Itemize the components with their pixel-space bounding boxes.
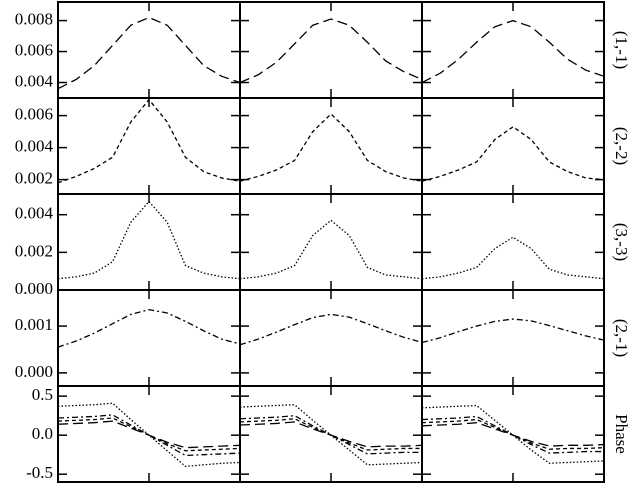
data-line	[421, 422, 605, 447]
data-line	[57, 420, 241, 449]
panel-frame	[239, 1, 423, 99]
row-label: (2,-2)	[612, 127, 631, 165]
panel-frame	[421, 97, 605, 195]
y-tick-label: -0.5	[26, 463, 53, 482]
row-label: (2,-1)	[612, 319, 631, 357]
y-tick-label: 0.000	[15, 279, 53, 298]
y-tick-label: 0.0	[32, 424, 53, 443]
y-tick-label: 0.008	[15, 9, 53, 28]
y-tick-label: 0.004	[15, 137, 54, 156]
panel-frame	[239, 385, 423, 483]
panel-frame	[239, 193, 423, 291]
data-line	[239, 313, 423, 346]
y-tick-label: 0.002	[15, 169, 53, 188]
data-line	[239, 113, 423, 182]
data-line	[57, 16, 241, 90]
data-line	[239, 421, 423, 448]
panel-frame	[239, 97, 423, 195]
data-line	[421, 415, 604, 454]
y-tick-label: 0.002	[15, 241, 53, 260]
data-line	[421, 236, 605, 280]
data-line	[57, 200, 241, 280]
y-tick-label: 0.5	[32, 385, 53, 404]
panel-frame	[57, 289, 241, 387]
row-label: (1,-1)	[612, 31, 631, 69]
y-tick-label: 0.004	[15, 204, 54, 223]
panel-frame	[421, 1, 605, 99]
panel-frame	[57, 193, 241, 291]
y-tick-label: 0.000	[15, 362, 53, 381]
panel-frame	[57, 1, 241, 99]
data-line	[57, 414, 241, 457]
panel-frame	[421, 385, 605, 483]
y-tick-label: 0.001	[15, 315, 53, 334]
data-line	[421, 404, 605, 464]
data-line	[239, 219, 423, 280]
y-tick-label: 0.004	[15, 71, 54, 90]
data-line	[421, 19, 605, 84]
y-tick-label: 0.006	[15, 40, 53, 59]
row-label: (3,-3)	[612, 223, 631, 261]
panel-frame	[239, 289, 423, 387]
data-line	[57, 98, 241, 184]
panel-frame	[57, 385, 241, 483]
y-tick-label: 0.006	[15, 105, 53, 124]
data-line	[57, 402, 241, 468]
row-label: Phase	[612, 414, 631, 454]
data-line	[239, 18, 423, 84]
data-line	[239, 414, 422, 455]
data-line	[57, 309, 241, 348]
data-line	[421, 318, 605, 344]
panel-frame	[421, 193, 605, 291]
panel-frame	[421, 289, 605, 387]
data-line	[421, 126, 605, 182]
panel-frame	[57, 97, 241, 195]
